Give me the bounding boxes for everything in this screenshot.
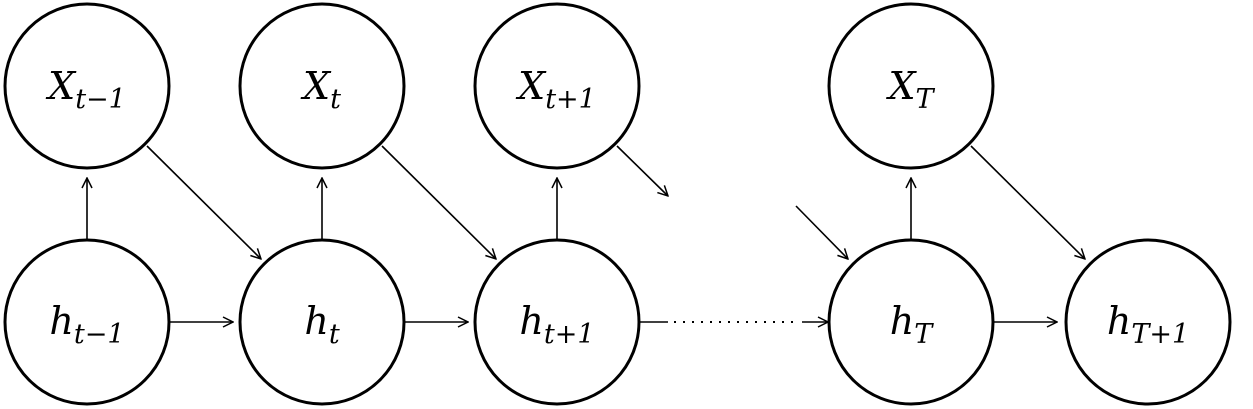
- node-x-tp1-label: Xt+1: [515, 64, 596, 115]
- node-h-tm1: ht−1: [3, 238, 171, 406]
- node-h-T: hT: [827, 238, 995, 406]
- node-x-tp1: Xt+1: [473, 2, 641, 170]
- node-h-tp1-label: ht+1: [519, 299, 594, 350]
- node-h-t-label: ht: [304, 299, 339, 350]
- edges: [87, 145, 1085, 322]
- edge-x-t-to-h-tp1: [381, 145, 496, 259]
- edge-incoming-to-h-T: [795, 205, 848, 259]
- edge-x-tm1-to-h-t: [146, 145, 261, 259]
- node-h-tp1: ht+1: [473, 238, 641, 406]
- node-x-tm1: Xt−1: [3, 2, 171, 170]
- node-h-Tp1-label: hT+1: [1107, 299, 1189, 350]
- node-h-t: ht: [238, 238, 406, 406]
- node-h-tm1-label: ht−1: [49, 299, 124, 350]
- node-x-T: XT: [827, 2, 995, 170]
- node-x-T-label: XT: [885, 64, 935, 115]
- edge-x-T-to-h-Tp1: [970, 145, 1085, 259]
- node-x-t-label: Xt: [300, 64, 341, 115]
- node-h-Tp1: hT+1: [1064, 238, 1232, 406]
- node-x-tm1-label: Xt−1: [45, 64, 126, 115]
- edge-x-tp1-outgoing: [616, 145, 668, 196]
- node-x-t: Xt: [238, 2, 406, 170]
- node-h-T-label: hT: [890, 299, 934, 350]
